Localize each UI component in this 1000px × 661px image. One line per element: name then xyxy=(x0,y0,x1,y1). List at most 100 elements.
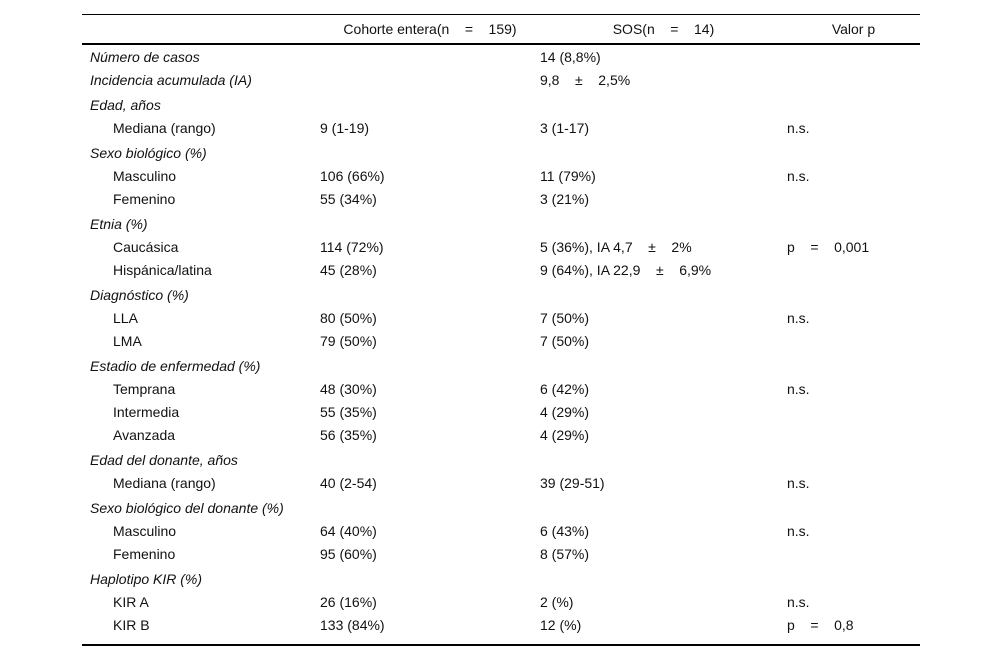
table-bottom-rule xyxy=(82,644,920,646)
cell-pvalue: n.s. xyxy=(787,594,810,610)
cell-cohort xyxy=(320,142,540,165)
cell-pvalue xyxy=(787,94,920,117)
row-label: Hispánica/latina xyxy=(113,262,212,278)
cell-sos: 9,8 ± 2,5% xyxy=(540,72,631,88)
cell-cohort: 56 (35%) xyxy=(320,427,377,443)
cell-pvalue xyxy=(787,355,920,378)
cell-cohort xyxy=(320,449,540,472)
cell-sos: 8 (57%) xyxy=(540,546,590,562)
cell-pvalue xyxy=(787,424,920,447)
cell-cohort xyxy=(320,284,540,307)
row-label: Caucásica xyxy=(113,239,179,255)
table-row: Avanzada 56 (35%) 4 (29%) xyxy=(82,424,920,447)
row-label: KIR A xyxy=(113,594,149,610)
table-header-rule xyxy=(82,43,920,45)
cell-cohort: 80 (50%) xyxy=(320,310,377,326)
cell-cohort xyxy=(320,94,540,117)
cell-pvalue xyxy=(787,188,920,211)
table-row: Edad del donante, años xyxy=(82,449,920,472)
row-label: Número de casos xyxy=(90,49,200,65)
cell-sos: 9 (64%), IA 22,9 ± 6,9% xyxy=(540,262,712,278)
cell-pvalue xyxy=(787,497,920,520)
cell-sos xyxy=(540,449,787,472)
cell-sos: 6 (42%) xyxy=(540,381,590,397)
table-row: Sexo biológico (%) xyxy=(82,142,920,165)
column-header-pvalue: Valor p xyxy=(831,21,876,37)
cell-cohort: 79 (50%) xyxy=(320,333,377,349)
table-row: KIR B 133 (84%) 12 (%) p = 0,8 xyxy=(82,614,920,637)
row-label: Edad del donante, años xyxy=(90,452,238,468)
cell-cohort xyxy=(320,497,540,520)
cell-sos xyxy=(540,497,787,520)
cell-sos: 39 (29-51) xyxy=(540,475,605,491)
cell-pvalue: p = 0,001 xyxy=(787,239,870,255)
cell-pvalue xyxy=(787,449,920,472)
table-row: Masculino 106 (66%) 11 (79%) n.s. xyxy=(82,165,920,188)
table-row: Número de casos 14 (8,8%) xyxy=(82,46,920,69)
row-label: LLA xyxy=(113,310,138,326)
cell-pvalue xyxy=(787,543,920,566)
cell-sos xyxy=(540,142,787,165)
row-label: Diagnóstico (%) xyxy=(90,287,189,303)
cell-cohort: 45 (28%) xyxy=(320,262,377,278)
cell-pvalue xyxy=(787,401,920,424)
row-label: Etnia (%) xyxy=(90,216,148,232)
row-label: Temprana xyxy=(113,381,176,397)
table-row: LLA 80 (50%) 7 (50%) n.s. xyxy=(82,307,920,330)
table-row: Masculino 64 (40%) 6 (43%) n.s. xyxy=(82,520,920,543)
cell-sos xyxy=(540,213,787,236)
cell-sos: 4 (29%) xyxy=(540,427,590,443)
cell-sos: 5 (36%), IA 4,7 ± 2% xyxy=(540,239,692,255)
table-row: Femenino 55 (34%) 3 (21%) xyxy=(82,188,920,211)
cell-sos xyxy=(540,284,787,307)
row-label: Intermedia xyxy=(113,404,180,420)
row-label: Mediana (rango) xyxy=(113,475,216,491)
cell-sos: 14 (8,8%) xyxy=(540,49,601,65)
table-header-row: Cohorte entera(n = 159) SOS(n = 14) Valo… xyxy=(82,15,920,43)
cell-cohort: 106 (66%) xyxy=(320,168,385,184)
row-label: Masculino xyxy=(113,168,177,184)
row-label: Edad, años xyxy=(90,97,161,113)
cell-pvalue: n.s. xyxy=(787,310,810,326)
cell-pvalue: n.s. xyxy=(787,523,810,539)
cell-cohort: 55 (35%) xyxy=(320,404,377,420)
row-label: LMA xyxy=(113,333,142,349)
cell-cohort: 95 (60%) xyxy=(320,546,377,562)
cell-pvalue xyxy=(787,142,920,165)
cell-cohort: 64 (40%) xyxy=(320,523,377,539)
cell-cohort xyxy=(320,69,540,92)
cell-cohort: 55 (34%) xyxy=(320,191,377,207)
row-label: KIR B xyxy=(113,617,150,633)
row-label: Masculino xyxy=(113,523,177,539)
cell-cohort: 48 (30%) xyxy=(320,381,377,397)
table-row: LMA 79 (50%) 7 (50%) xyxy=(82,330,920,353)
cell-cohort xyxy=(320,568,540,591)
cell-pvalue xyxy=(787,46,920,69)
cell-cohort: 26 (16%) xyxy=(320,594,377,610)
table-row: KIR A 26 (16%) 2 (%) n.s. xyxy=(82,591,920,614)
table-row: Mediana (rango) 9 (1-19) 3 (1-17) n.s. xyxy=(82,117,920,140)
cell-cohort: 133 (84%) xyxy=(320,617,385,633)
cell-sos: 7 (50%) xyxy=(540,310,590,326)
cell-sos: 2 (%) xyxy=(540,594,574,610)
row-label: Sexo biológico (%) xyxy=(90,145,207,161)
column-header-sos: SOS(n = 14) xyxy=(612,21,715,37)
row-label: Estadio de enfermedad (%) xyxy=(90,358,261,374)
cell-sos xyxy=(540,355,787,378)
table-top-rule xyxy=(82,14,920,15)
table-row: Estadio de enfermedad (%) xyxy=(82,355,920,378)
cell-pvalue: n.s. xyxy=(787,381,810,397)
cell-pvalue xyxy=(787,213,920,236)
cell-sos: 7 (50%) xyxy=(540,333,590,349)
table-row: Caucásica 114 (72%) 5 (36%), IA 4,7 ± 2% p … xyxy=(82,236,920,259)
cell-pvalue: p = 0,8 xyxy=(787,617,854,633)
cell-cohort xyxy=(320,355,540,378)
cell-sos: 11 (79%) xyxy=(540,168,596,184)
row-label: Sexo biológico del donante (%) xyxy=(90,500,284,516)
cell-pvalue xyxy=(787,330,920,353)
table-row: Mediana (rango) 40 (2-54) 39 (29-51) n.s. xyxy=(82,472,920,495)
cell-cohort xyxy=(320,46,540,69)
table-row: Femenino 95 (60%) 8 (57%) xyxy=(82,543,920,566)
row-label: Haplotipo KIR (%) xyxy=(90,571,203,587)
